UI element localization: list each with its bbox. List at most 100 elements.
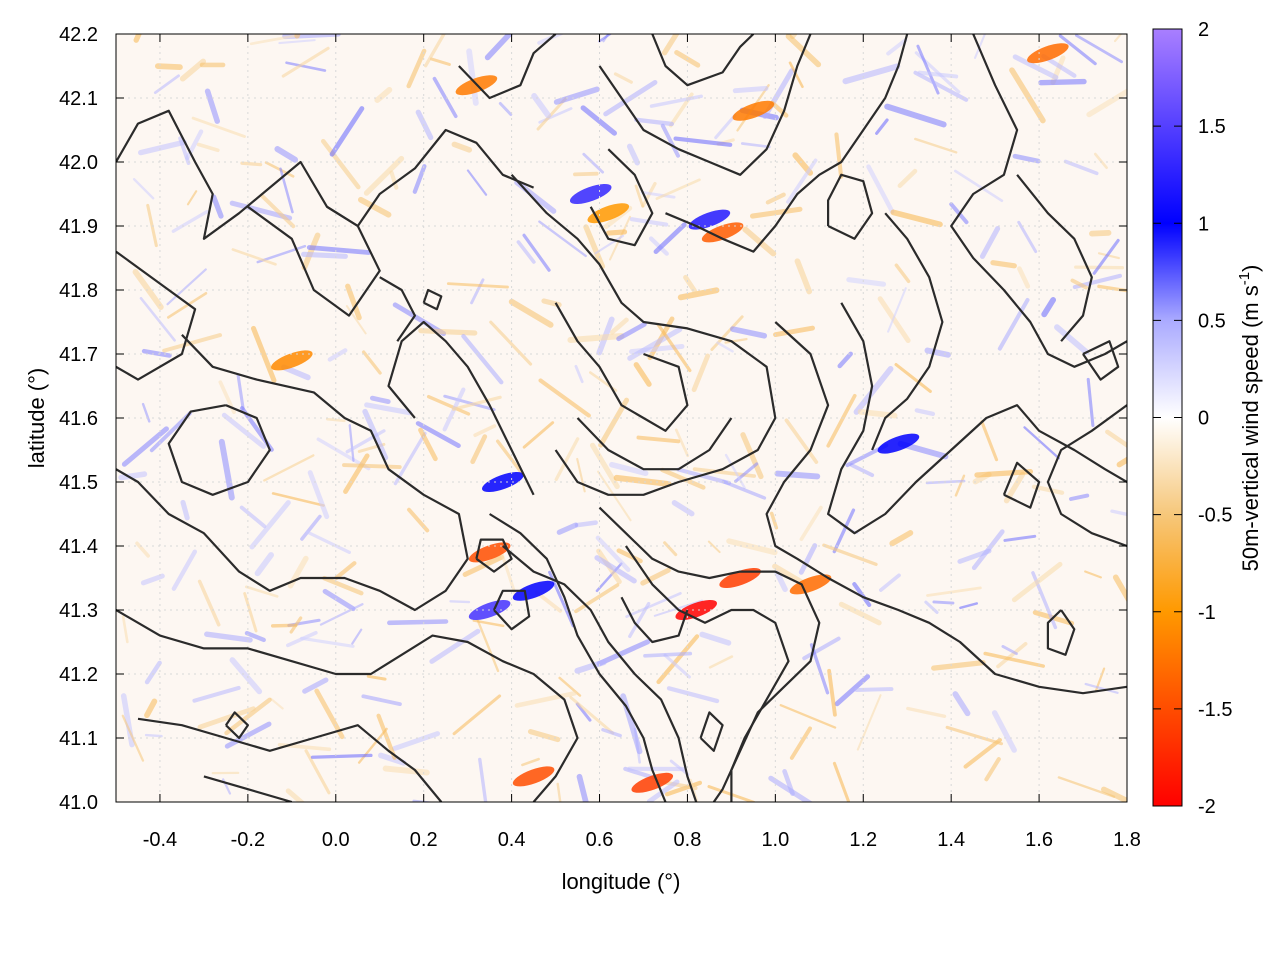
texture-streak (285, 788, 306, 802)
texture-streak (362, 408, 389, 461)
contour-line (502, 545, 698, 802)
texture-streak (826, 393, 857, 448)
texture-streak (495, 439, 524, 475)
texture-streak (996, 641, 1028, 669)
colorbar-tick-label: -1.5 (1198, 699, 1232, 721)
texture-streak (1100, 786, 1127, 802)
texture-streak (236, 373, 245, 411)
texture-streak (788, 61, 804, 89)
contour-line (827, 302, 1127, 535)
hotspot (1027, 43, 1069, 64)
contour-line (950, 34, 1127, 368)
x-tick-label: 1.4 (937, 829, 965, 851)
texture-streak (834, 674, 871, 707)
texture-streak (249, 34, 297, 46)
texture-streak (595, 535, 631, 572)
texture-streak (931, 660, 986, 671)
contour-line (871, 212, 944, 451)
texture-streak (449, 600, 471, 604)
contour-line (247, 205, 381, 317)
contour-line (116, 109, 535, 240)
texture-streak (429, 57, 451, 66)
texture-streak (991, 710, 1017, 753)
texture-streak (990, 260, 1017, 269)
grid-layer (116, 34, 1127, 802)
texture-streak (140, 573, 165, 586)
contour-line (116, 250, 197, 381)
texture-streak (917, 70, 959, 79)
texture-streak (138, 139, 187, 156)
texture-streak (569, 695, 615, 735)
texture-streak (628, 601, 651, 639)
contour-line (827, 173, 874, 240)
hotspot (512, 766, 555, 787)
y-tick-label: 42.0 (59, 152, 98, 174)
texture-streak (281, 46, 330, 78)
contour-line (554, 302, 689, 432)
texture-streak (1113, 34, 1123, 43)
contour-layer (116, 34, 1127, 802)
x-tick-label: -0.2 (231, 829, 265, 851)
texture-streak (197, 579, 221, 627)
texture-streak (625, 591, 682, 618)
y-tick-label: 41.1 (59, 728, 98, 750)
texture-streak (342, 463, 402, 469)
texture-streak (244, 585, 279, 598)
hotspot (512, 580, 555, 601)
texture-streak (415, 421, 461, 448)
texture-streak (472, 619, 505, 628)
texture-streak (721, 479, 767, 500)
texture-streak (462, 554, 504, 577)
texture-streak (476, 619, 500, 673)
texture-streak (376, 713, 397, 760)
texture-streak (446, 282, 509, 289)
texture-streak (1097, 252, 1120, 260)
texture-streak (897, 168, 918, 188)
texture-streak (300, 514, 322, 541)
texture-streak (221, 412, 266, 449)
contour-line (1046, 609, 1076, 656)
texture-streak (327, 348, 348, 362)
texture-streak (1105, 429, 1127, 449)
contour-line (224, 711, 249, 740)
texture-streak (974, 469, 1034, 478)
texture-streak (121, 615, 129, 644)
texture-streak (984, 757, 1001, 782)
texture-streak (646, 779, 680, 802)
x-tick-label: 0.0 (322, 829, 350, 851)
texture-streak (363, 155, 405, 196)
texture-streak (598, 34, 613, 43)
texture-streak (135, 541, 150, 558)
y-tick-label: 41.2 (59, 664, 98, 686)
texture-streak (613, 474, 672, 487)
contour-line (489, 513, 667, 802)
texture-streak (774, 470, 821, 480)
texture-streak (742, 226, 777, 257)
texture-streak (1075, 34, 1124, 64)
texture-streak (594, 234, 625, 255)
y-tick-label: 41.9 (59, 216, 98, 238)
texture-streak (364, 402, 413, 416)
texture-streak (489, 320, 533, 366)
texture-streak (478, 757, 488, 802)
x-tick-label: -0.4 (143, 829, 177, 851)
texture-streak (576, 457, 586, 493)
texture-streak (278, 39, 316, 45)
texture-streak (348, 424, 355, 462)
y-tick-label: 41.0 (59, 792, 98, 814)
field-texture-layer (118, 34, 1127, 802)
texture-streak (240, 161, 263, 167)
texture-streak (345, 305, 367, 335)
texture-streak (574, 364, 584, 384)
texture-streak (673, 136, 733, 147)
texture-streak (596, 639, 651, 667)
texture-streak (451, 141, 473, 153)
texture-streak (613, 72, 633, 84)
contour-line (387, 320, 535, 496)
texture-streak (708, 655, 734, 669)
texture-streak (522, 233, 551, 272)
texture-streak (677, 287, 720, 301)
texture-streak (856, 694, 882, 751)
texture-streak (597, 470, 632, 522)
